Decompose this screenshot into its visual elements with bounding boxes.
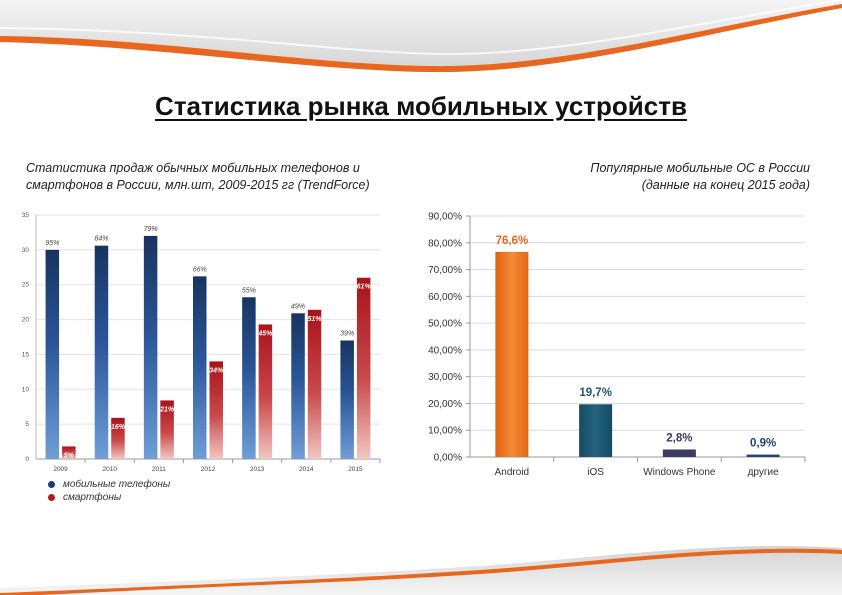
right-chart-caption: Популярные мобильные ОС в России (данные… [500,160,810,194]
legend-swatch-phones [48,481,55,488]
legend-label-smartphones: смартфоны [63,492,122,503]
legend-item-smartphones: смартфоны [48,491,170,504]
legend-item-phones: мобильные телефоны [48,478,170,491]
left-caption-line-1: Статистика продаж обычных мобильных теле… [26,161,360,175]
legend-swatch-smartphones [48,494,55,501]
left-caption-line-2: смартфонов в России, млн.шт, 2009-2015 г… [26,178,370,192]
sales-chart-legend: мобильные телефоны смартфоны [48,478,170,504]
bottom-swoosh [0,539,842,595]
legend-label-phones: мобильные телефоны [63,479,171,490]
right-caption-line-1: Популярные мобильные ОС в России [590,161,810,175]
top-swoosh [0,0,842,73]
page-title: Статистика рынка мобильных устройств [155,91,687,121]
left-chart-caption: Статистика продаж обычных мобильных теле… [26,160,406,194]
right-caption-line-2: (данные на конец 2015 года) [641,178,810,192]
